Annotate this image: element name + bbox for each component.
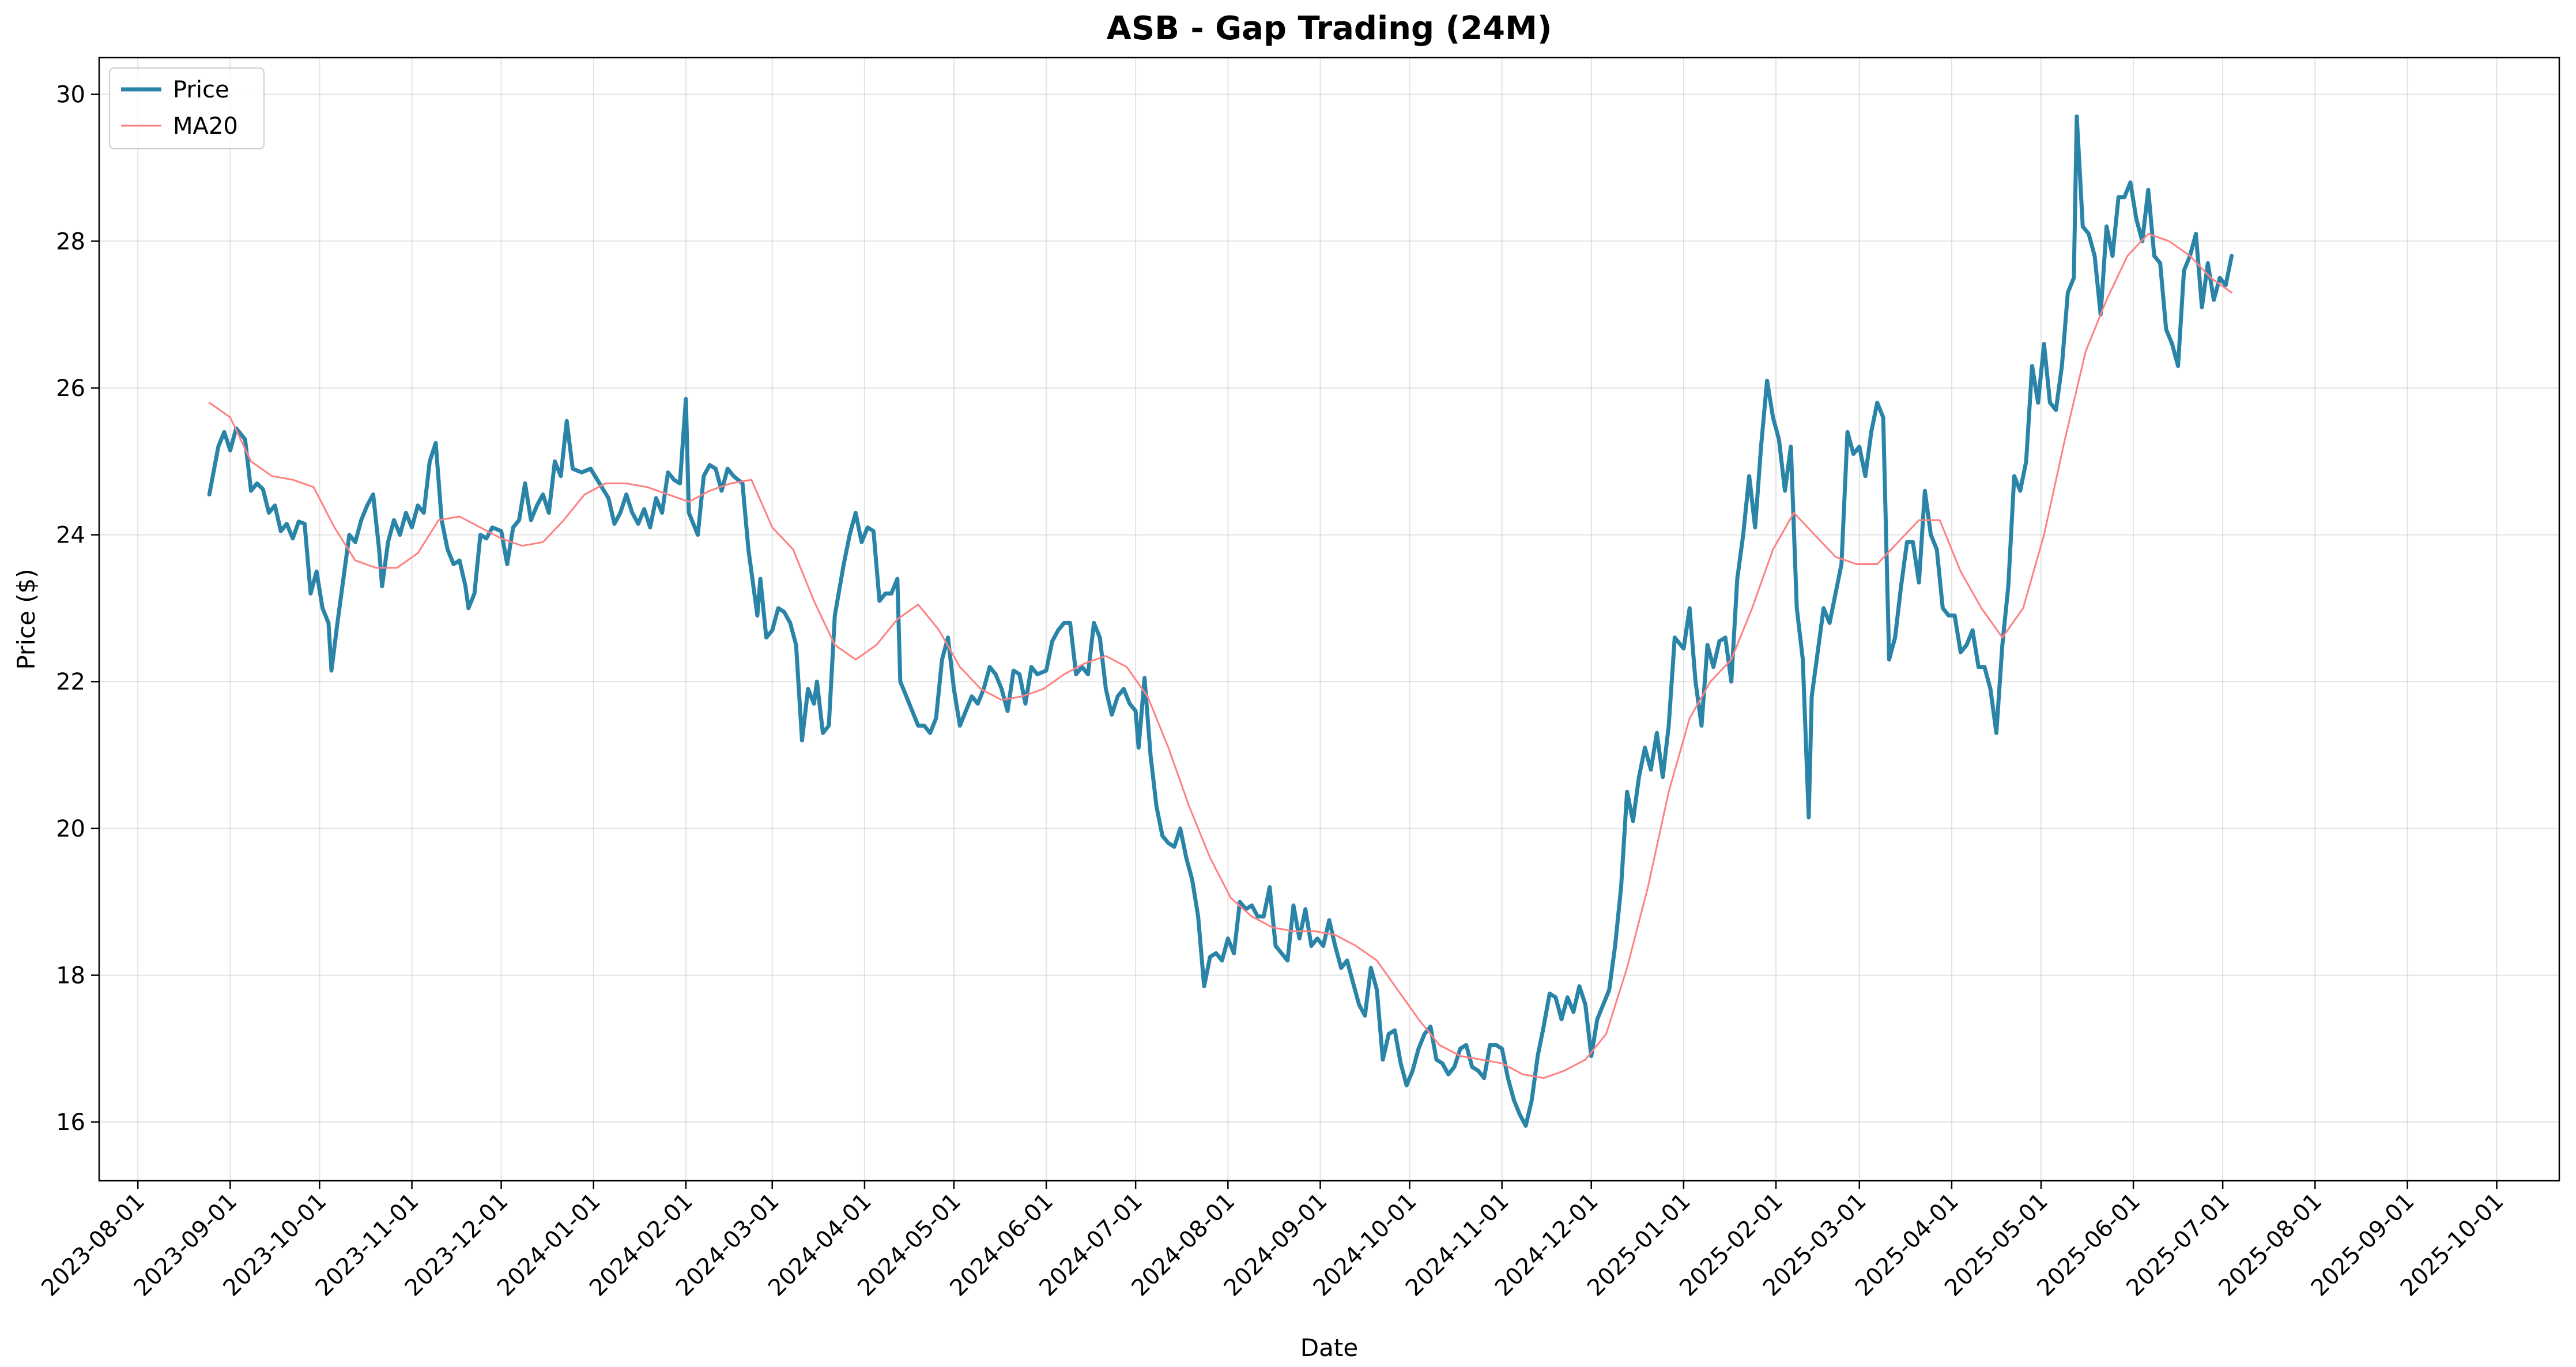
- y-axis-label: Price ($): [12, 568, 40, 669]
- y-tick-label: 16: [56, 1109, 85, 1136]
- legend-price-label: Price: [173, 77, 229, 103]
- grid-lines: [99, 58, 2559, 1181]
- y-tick-label: 28: [56, 228, 85, 255]
- chart-title: ASB - Gap Trading (24M): [1107, 10, 1552, 47]
- series-layer: [207, 114, 2234, 1128]
- legend-ma20-label: MA20: [173, 113, 238, 140]
- plot-frame: [98, 57, 2560, 1182]
- y-tick-label: 20: [56, 816, 85, 842]
- y-tick-label: 30: [56, 82, 85, 108]
- x-axis-label: Date: [1300, 1334, 1358, 1362]
- y-tick-label: 24: [56, 522, 85, 549]
- legend: Price MA20: [109, 67, 265, 149]
- ma20-line: [208, 233, 2233, 1079]
- y-axis: 16 18 20 22 24 26 28 30: [56, 82, 99, 1136]
- y-tick-label: 22: [56, 669, 85, 695]
- y-tick-label: 26: [56, 375, 85, 402]
- price-line: [207, 114, 2234, 1128]
- y-tick-label: 18: [56, 963, 85, 989]
